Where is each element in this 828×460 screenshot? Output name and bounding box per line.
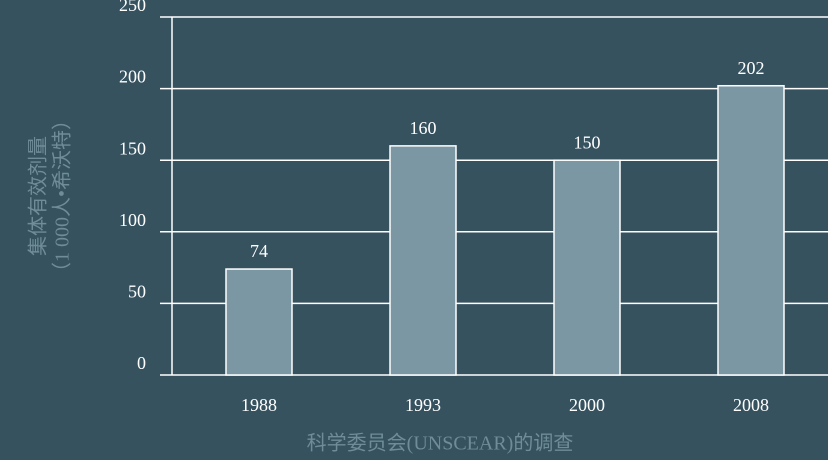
bar xyxy=(389,145,457,376)
x-tick-label: 2008 xyxy=(733,395,769,415)
bar xyxy=(225,268,293,376)
data-label: 150 xyxy=(574,132,601,152)
bar xyxy=(717,84,785,376)
x-tick-label: 2000 xyxy=(569,395,605,415)
y-tick-label: 50 xyxy=(128,282,146,302)
data-label: 74 xyxy=(250,241,268,261)
y-axis-title-line: 集体有效剂量 xyxy=(27,136,50,256)
data-label: 160 xyxy=(410,118,437,138)
x-tick-label: 1988 xyxy=(241,395,277,415)
y-tick-label: 100 xyxy=(119,210,146,230)
y-tick-label: 150 xyxy=(119,138,146,158)
y-axis-title-line: （1 000人•希沃特） xyxy=(51,110,74,282)
y-tick-label: 0 xyxy=(137,353,146,373)
data-label: 202 xyxy=(738,58,765,78)
bar xyxy=(553,159,621,376)
y-tick-label: 200 xyxy=(119,67,146,87)
y-axis-title: 集体有效剂量 （1 000人•希沃特） xyxy=(27,110,74,282)
x-tick-label: 1993 xyxy=(405,395,441,415)
y-tick-label: 250 xyxy=(119,0,146,15)
x-axis-title: 科学委员会(UNSCEAR)的调查 xyxy=(307,432,574,455)
